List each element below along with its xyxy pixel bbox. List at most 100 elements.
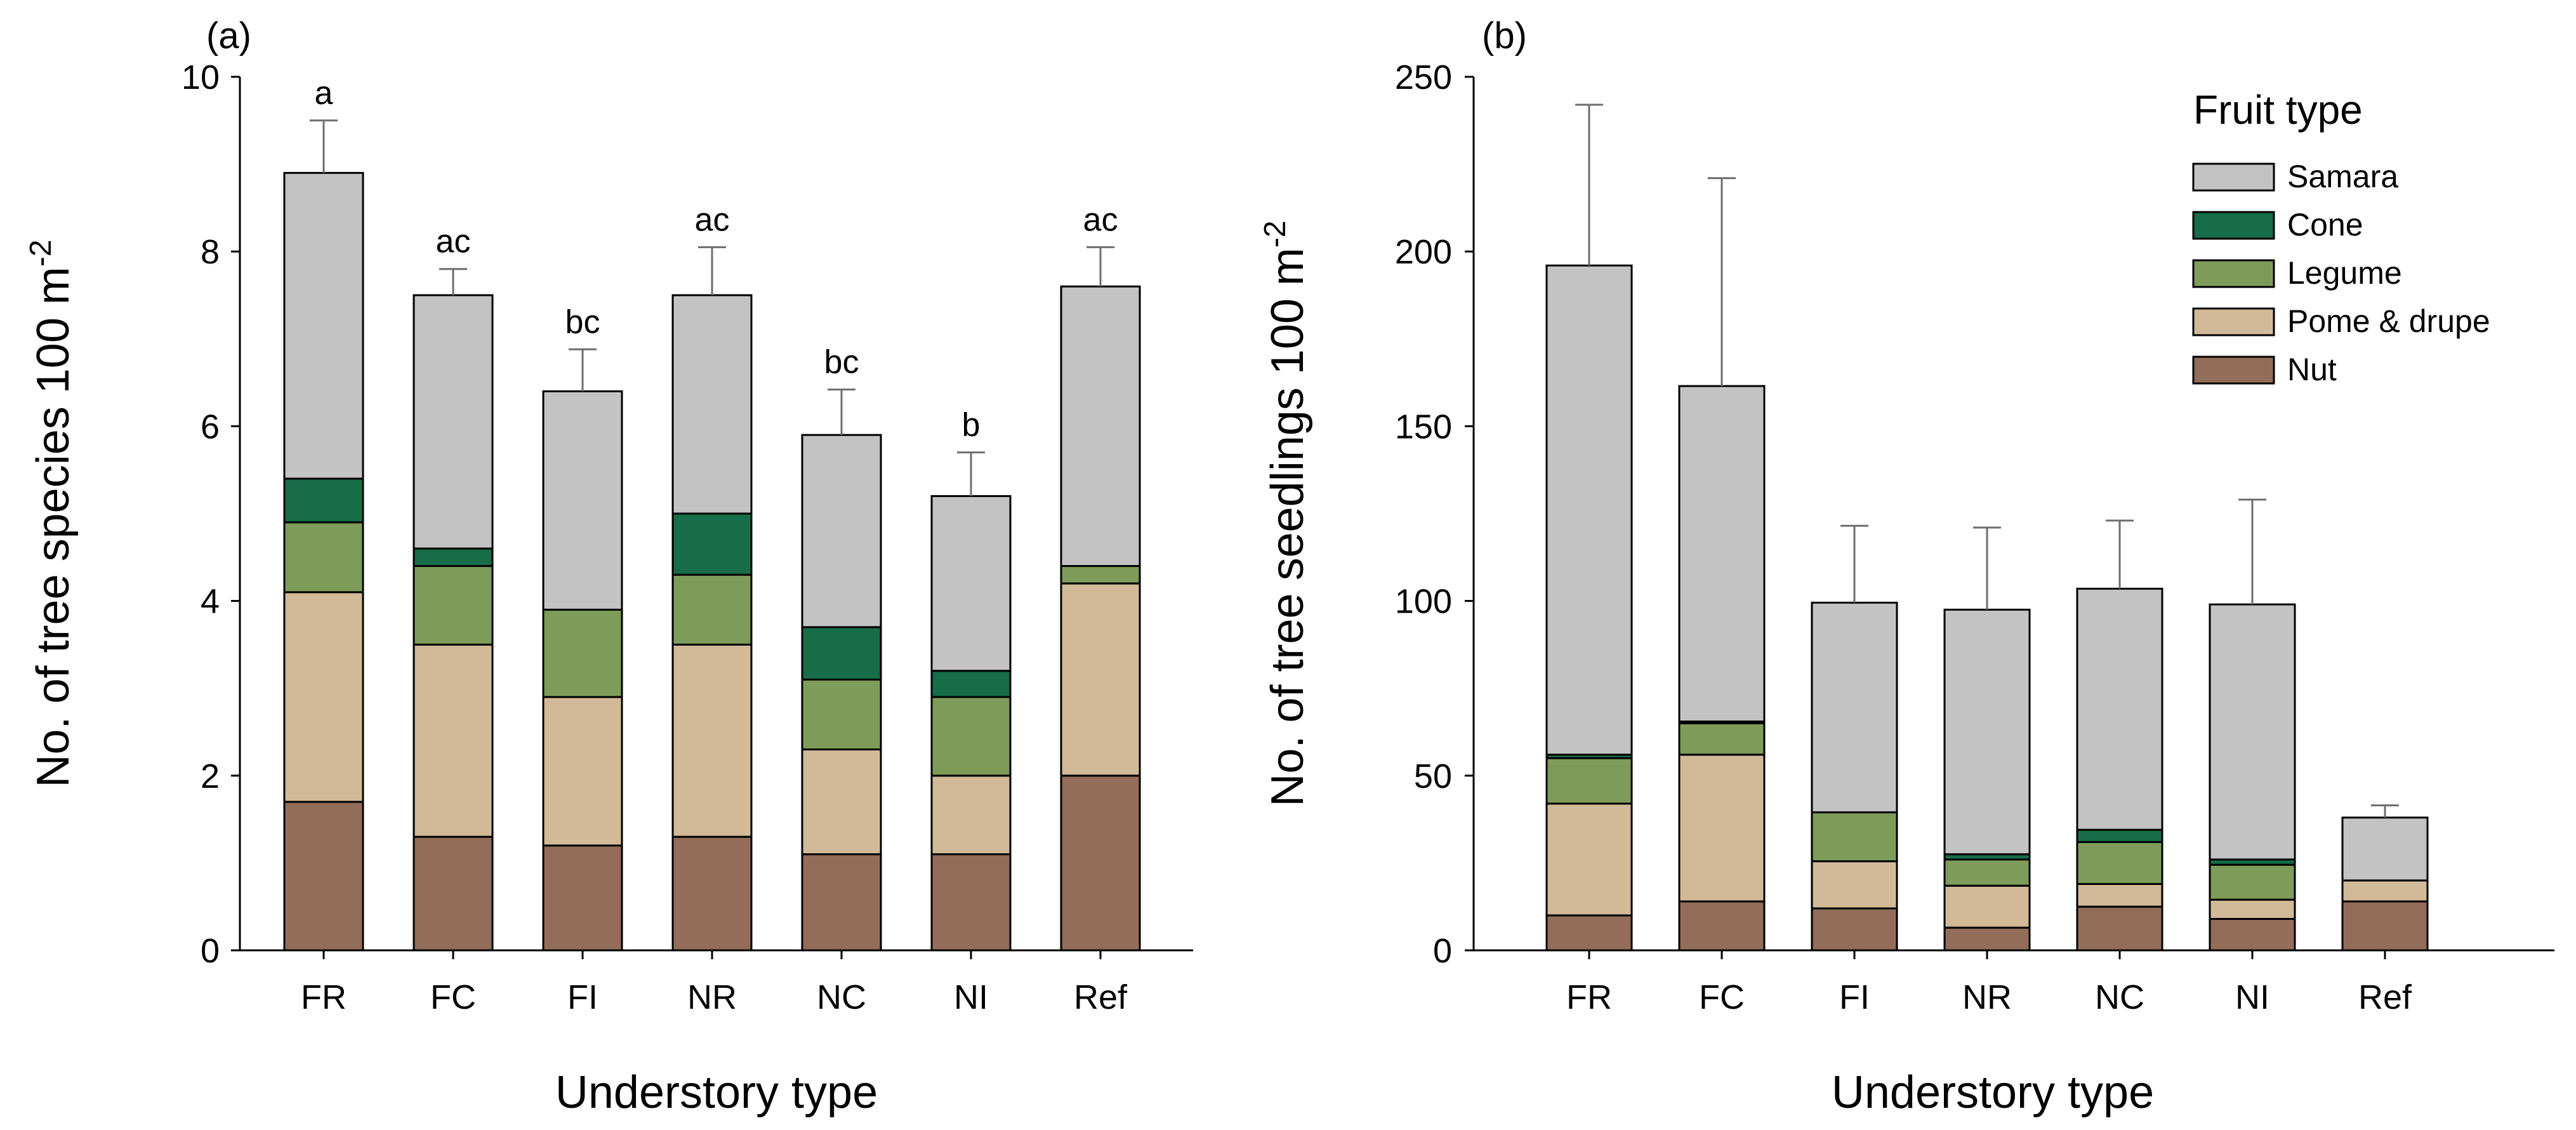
panel-a-y-tick-label-4: 8 bbox=[201, 233, 220, 271]
panel-b-bar-nr-nut bbox=[1943, 926, 2031, 952]
panel-b-y-tick-label-0: 0 bbox=[1433, 932, 1452, 970]
panel-b-bar-fi-samara bbox=[1811, 601, 1898, 814]
panel-b-y-axis-title-text: No. of tree seedlings 100 m bbox=[1262, 248, 1313, 807]
panel-b-bar-nc-nut bbox=[2076, 905, 2163, 952]
panel-b-x-tick-label-nc: NC bbox=[2095, 978, 2144, 1016]
legend-swatch-nut bbox=[2192, 356, 2275, 385]
legend-swatch-samara bbox=[2192, 163, 2275, 192]
panel-b-bar-nr-samara bbox=[1943, 608, 2031, 856]
panel-a-bar-nr-legume bbox=[671, 573, 753, 646]
legend-swatch-legume bbox=[2192, 259, 2275, 288]
panel-a-significance-fi: bc bbox=[565, 303, 600, 340]
panel-a-bar-fr-nut bbox=[283, 801, 364, 952]
panel-a-bar-fc-legume bbox=[413, 565, 494, 646]
panel-b-x-tick-label-ni: NI bbox=[2235, 978, 2269, 1016]
panel-a-bar-fc-samara bbox=[413, 294, 494, 550]
panel-a-chart: (a) 0 2 4 6 8 10 a ac bc ac bc b ac FR FC FI NR NC NI Ref… bbox=[24, 15, 1193, 1118]
panel-b-bar-nc-legume bbox=[2076, 841, 2163, 885]
panel-a-bar-fc-cone bbox=[413, 547, 494, 568]
legend-items: Samara Cone Legume Pome & drupe Nut bbox=[2192, 159, 2490, 387]
panel-b-bar-nc-samara bbox=[2076, 587, 2163, 831]
legend-swatch-pome-drupe bbox=[2192, 307, 2275, 336]
panel-a-y-axis-title: No. of tree species 100 m-2 bbox=[24, 239, 79, 787]
panel-a-x-tick-label-nr: NR bbox=[687, 978, 737, 1016]
panel-b-x-tick-label-nr: NR bbox=[1962, 978, 2012, 1016]
panel-b-bar-fi-nut bbox=[1811, 907, 1898, 952]
panel-b-bar-fr-samara bbox=[1545, 264, 1633, 756]
panel-a-significance-letters: a ac bc ac bc b ac bbox=[315, 75, 1118, 444]
panel-b-y-tick-label-1: 50 bbox=[1414, 757, 1452, 795]
panel-b-y-tick-label-4: 200 bbox=[1395, 233, 1452, 271]
panel-b-bar-fr-nut bbox=[1545, 914, 1633, 952]
legend-label-nut: Nut bbox=[2287, 352, 2337, 387]
panel-a-bar-ni-legume bbox=[930, 696, 1012, 777]
panel-b-bar-fc-pome-drupe bbox=[1678, 754, 1766, 903]
panel-b-bar-fc-nut bbox=[1678, 900, 1766, 952]
panel-a-bar-ni-pome-drupe bbox=[930, 774, 1012, 856]
panel-a-bar-fc-nut bbox=[413, 835, 494, 952]
legend-swatch-cone bbox=[2192, 211, 2275, 240]
panel-b-bar-ni-legume bbox=[2209, 863, 2296, 901]
panel-a-bar-fi-legume bbox=[542, 608, 623, 698]
panel-b-bar-fc-samara bbox=[1678, 385, 1766, 722]
panel-b-x-axis-title: Understory type bbox=[1832, 1067, 2154, 1118]
panel-a-significance-ni: b bbox=[962, 407, 981, 444]
panel-a-bar-ref-samara bbox=[1060, 285, 1141, 568]
legend-label-cone: Cone bbox=[2287, 207, 2363, 243]
panel-a-significance-nr: ac bbox=[695, 201, 730, 238]
panel-a-bar-nc-pome-drupe bbox=[801, 748, 882, 856]
panel-b-y-axis-title: No. of tree seedlings 100 m-2 bbox=[1258, 220, 1313, 806]
panel-b-bars bbox=[1545, 264, 2429, 952]
panel-b-y-axis-title-superscript: -2 bbox=[1258, 220, 1292, 248]
panel-a-bar-fc-pome-drupe bbox=[413, 643, 494, 838]
panel-a-bar-nr-nut bbox=[671, 835, 753, 952]
panel-a-label: (a) bbox=[206, 15, 251, 56]
legend-label-samara: Samara bbox=[2287, 159, 2398, 194]
panel-a-y-tick-label-3: 6 bbox=[201, 408, 220, 446]
panel-b-bar-nr-pome-drupe bbox=[1943, 884, 2031, 929]
panel-b-bar-fr-pome-drupe bbox=[1545, 802, 1633, 917]
panel-b-bar-nr-legume bbox=[1943, 858, 2031, 887]
legend-label-pome-drupe: Pome & drupe bbox=[2287, 303, 2490, 339]
panel-b-x-ticks: FR FC FI NR NC NI Ref bbox=[1566, 950, 2412, 1016]
panel-a-bar-ref-legume bbox=[1060, 565, 1141, 585]
panel-a-bar-ni-nut bbox=[930, 853, 1012, 952]
panel-a-bar-nc-nut bbox=[801, 853, 882, 952]
panel-a-bar-nr-cone bbox=[671, 512, 753, 576]
panel-a-bar-fi-samara bbox=[542, 390, 623, 611]
panel-a-bars bbox=[283, 171, 1141, 952]
panel-b-y-ticks: 0 50 100 150 200 250 bbox=[1395, 58, 1474, 970]
panel-a-bar-fr-legume bbox=[283, 521, 364, 594]
panel-a-error-bars bbox=[310, 119, 1114, 496]
panel-a-bar-nr-pome-drupe bbox=[671, 643, 753, 838]
panel-b-x-tick-label-fr: FR bbox=[1566, 978, 1612, 1016]
panel-a-y-ticks: 0 2 4 6 8 10 bbox=[182, 58, 240, 970]
panel-b-bar-ni-samara bbox=[2209, 603, 2296, 861]
panel-a-x-tick-label-ni: NI bbox=[954, 978, 988, 1016]
panel-a-x-axis-title: Understory type bbox=[555, 1067, 878, 1118]
panel-b-bar-fi-pome-drupe bbox=[1811, 860, 1898, 910]
panel-a-y-axis-title-superscript: -2 bbox=[24, 239, 58, 267]
panel-a-y-axis-title-text: No. of tree species 100 m bbox=[28, 267, 79, 787]
panel-b-x-tick-label-ref: Ref bbox=[2358, 978, 2412, 1016]
panel-a-x-tick-label-fc: FC bbox=[430, 978, 476, 1016]
panel-b-bar-ref-samara bbox=[2341, 816, 2429, 882]
panel-a-x-tick-label-nc: NC bbox=[817, 978, 866, 1016]
panel-b-y-tick-label-5: 250 bbox=[1395, 58, 1452, 96]
panel-b-y-tick-label-3: 150 bbox=[1395, 408, 1452, 446]
panel-b-label: (b) bbox=[1482, 15, 1527, 56]
panel-a-significance-fc: ac bbox=[436, 223, 471, 260]
legend: Fruit type Samara Cone Legume Pome & drupe N… bbox=[2192, 87, 2490, 387]
panel-a-x-ticks: FR FC FI NR NC NI Ref bbox=[301, 950, 1128, 1016]
panel-b-x-tick-label-fc: FC bbox=[1699, 978, 1745, 1016]
panel-a-x-tick-label-fr: FR bbox=[301, 978, 347, 1016]
legend-label-legume: Legume bbox=[2287, 255, 2402, 291]
panel-a-bar-nc-cone bbox=[801, 626, 882, 681]
panel-a-bar-fr-pome-drupe bbox=[283, 591, 364, 803]
panel-b-bar-ref-pome-drupe bbox=[2341, 879, 2429, 903]
panel-b-x-tick-label-fi: FI bbox=[1839, 978, 1870, 1016]
panel-b-error-bars bbox=[1575, 103, 2399, 818]
panel-b-bar-ni-nut bbox=[2209, 917, 2296, 952]
panel-b-bar-ni-pome-drupe bbox=[2209, 898, 2296, 920]
panel-b-y-tick-label-2: 100 bbox=[1395, 583, 1452, 621]
